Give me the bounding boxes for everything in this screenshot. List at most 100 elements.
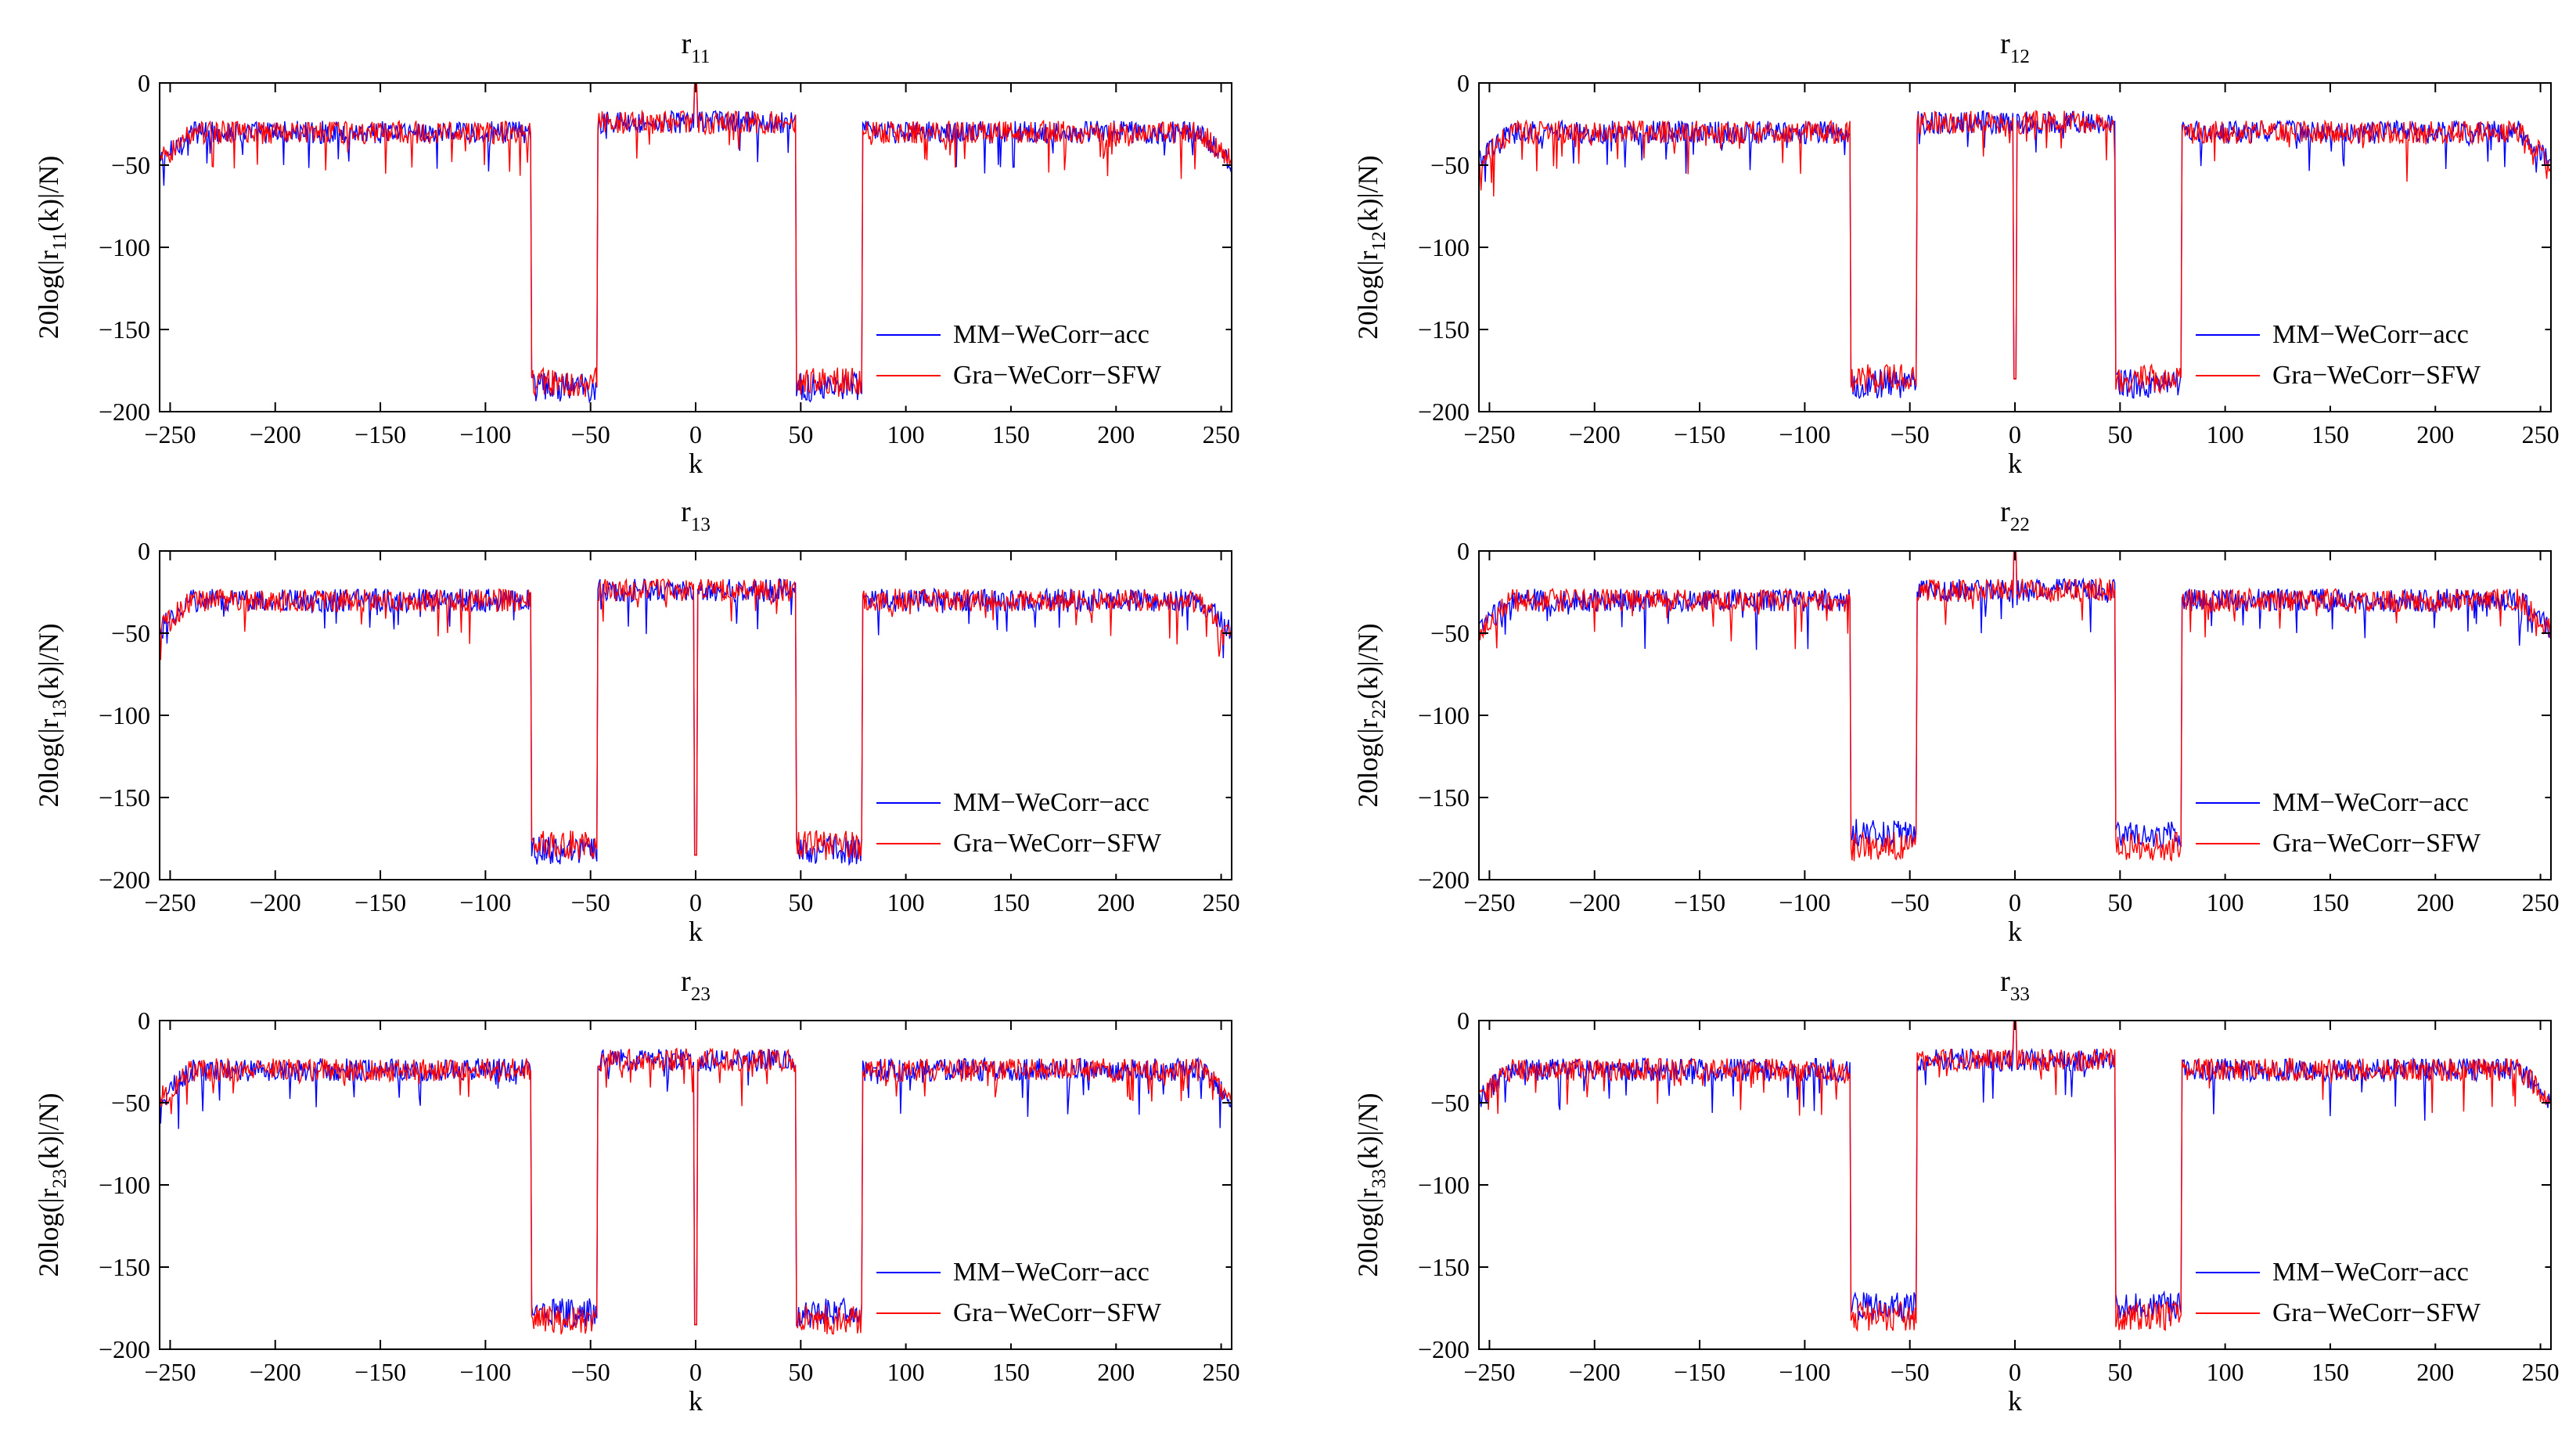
x-tick-label: 150 <box>992 420 1030 448</box>
x-tick-label: 100 <box>887 888 925 916</box>
y-label-subscript: 13 <box>49 699 70 718</box>
y-label-subscript: 12 <box>1369 231 1390 250</box>
x-tick-label: −150 <box>354 420 406 448</box>
x-tick-label: 0 <box>2009 420 2021 448</box>
x-tick-label: 250 <box>2522 420 2560 448</box>
x-tick-label: 250 <box>1203 888 1240 916</box>
legend-label: MM−WeCorr−acc <box>953 788 1149 817</box>
legend: MM−WeCorr−acc Gra−WeCorr−SFW <box>2184 782 2545 874</box>
subplot-r11: −250 −200 −150 −100 −50 0 50 100 150 200 2500−50−1… <box>33 27 1240 479</box>
x-tick-label: 0 <box>689 888 702 916</box>
x-tick-label: −200 <box>250 420 301 448</box>
legend-label: MM−WeCorr−acc <box>953 1258 1149 1287</box>
x-tick-label: −200 <box>1569 1358 1621 1386</box>
x-tick-label: −200 <box>250 888 301 916</box>
series-line-gra-wecorr-sfw <box>1479 110 2551 395</box>
x-tick-label: −200 <box>1569 888 1621 916</box>
y-axis-label: 20log(|r22(k)|/N) <box>1352 623 1390 807</box>
legend-label: MM−WeCorr−acc <box>2272 1258 2469 1287</box>
series-line-mm-wecorr-acc <box>1479 1021 2551 1322</box>
series-line-gra-wecorr-sfw <box>160 1047 1232 1335</box>
x-tick-label: −250 <box>144 420 196 448</box>
y-axis-label: 20log(|r23(k)|/N) <box>33 1093 70 1276</box>
subplot-r23: −250 −200 −150 −100 −50 0 50 100 150 200 2500−50−1… <box>33 965 1240 1417</box>
y-tick-label: −150 <box>99 783 150 812</box>
x-tick-label: −50 <box>571 1358 610 1386</box>
legend-label: Gra−WeCorr−SFW <box>953 829 1162 858</box>
title-base: r <box>2000 27 2010 60</box>
x-tick-label: −100 <box>459 888 511 916</box>
y-tick-label: −200 <box>99 398 150 426</box>
legend-label: MM−WeCorr−acc <box>953 320 1149 349</box>
y-label-post: (k)|/N) <box>1352 155 1383 231</box>
x-tick-label: −50 <box>1891 420 1930 448</box>
x-tick-label: −100 <box>1779 1358 1830 1386</box>
x-tick-label: 250 <box>2522 1358 2560 1386</box>
y-tick-label: −50 <box>1430 151 1470 179</box>
x-tick-label: 200 <box>1097 1358 1135 1386</box>
title-base: r <box>682 27 692 60</box>
x-tick-label: −50 <box>571 420 610 448</box>
x-tick-label: 250 <box>1203 1358 1240 1386</box>
y-label-pre: 20log(|r <box>33 1188 64 1276</box>
y-label-pre: 20log(|r <box>1352 718 1383 807</box>
y-tick-label: −50 <box>111 619 150 647</box>
x-axis-label: k <box>2008 448 2022 479</box>
title-subscript: 13 <box>691 514 711 535</box>
x-axis-label: k <box>689 916 703 947</box>
x-tick-label: −150 <box>354 888 406 916</box>
y-tick-label: −50 <box>1430 1089 1470 1117</box>
y-tick-label: −50 <box>111 1089 150 1117</box>
legend-label: Gra−WeCorr−SFW <box>953 1298 1162 1327</box>
y-tick-label: −150 <box>1418 1253 1470 1281</box>
x-tick-label: −250 <box>1463 1358 1515 1386</box>
y-tick-label: 0 <box>138 537 150 565</box>
y-label-subscript: 33 <box>1369 1168 1390 1188</box>
y-tick-label: −150 <box>1418 315 1470 344</box>
legend-box <box>2184 314 2545 406</box>
x-tick-label: 200 <box>2416 420 2454 448</box>
subplot-title: r33 <box>2000 965 2030 1005</box>
subplot-title: r22 <box>2000 495 2030 535</box>
x-tick-label: 50 <box>788 888 813 916</box>
x-tick-label: −100 <box>1779 888 1830 916</box>
x-tick-label: −200 <box>250 1358 301 1386</box>
y-axis-label: 20log(|r11(k)|/N) <box>33 156 70 339</box>
y-label-subscript: 23 <box>49 1168 70 1188</box>
legend: MM−WeCorr−acc Gra−WeCorr−SFW <box>2184 314 2545 406</box>
x-tick-label: 50 <box>788 420 813 448</box>
series-line-gra-wecorr-sfw <box>1479 551 2551 862</box>
x-tick-label: 150 <box>2312 420 2349 448</box>
series-line-gra-wecorr-sfw <box>1479 1021 2551 1333</box>
series-line-gra-wecorr-sfw <box>160 578 1232 860</box>
title-subscript: 11 <box>691 46 710 67</box>
legend: MM−WeCorr−acc Gra−WeCorr−SFW <box>865 314 1226 406</box>
x-tick-label: 200 <box>1097 420 1135 448</box>
x-tick-label: 200 <box>2416 888 2454 916</box>
subplot-title: r23 <box>681 965 711 1005</box>
x-tick-label: 0 <box>689 420 702 448</box>
x-tick-label: 250 <box>2522 888 2560 916</box>
y-tick-label: −100 <box>1418 233 1470 261</box>
legend-label: Gra−WeCorr−SFW <box>953 361 1162 390</box>
x-tick-label: 200 <box>2416 1358 2454 1386</box>
x-tick-label: 200 <box>1097 888 1135 916</box>
x-tick-label: −200 <box>1569 420 1621 448</box>
y-tick-label: −100 <box>99 1171 150 1199</box>
series-line-mm-wecorr-acc <box>1479 551 2551 849</box>
legend-box <box>865 314 1226 406</box>
x-tick-label: 0 <box>2009 888 2021 916</box>
x-tick-label: −250 <box>1463 420 1515 448</box>
x-tick-label: 150 <box>992 888 1030 916</box>
y-label-subscript: 11 <box>49 232 70 250</box>
x-tick-label: −50 <box>1891 888 1930 916</box>
title-subscript: 12 <box>2010 46 2030 67</box>
x-tick-label: 0 <box>689 1358 702 1386</box>
y-tick-label: −150 <box>99 315 150 344</box>
x-tick-label: 150 <box>2312 1358 2349 1386</box>
x-tick-label: −150 <box>354 1358 406 1386</box>
y-axis-label: 20log(|r12(k)|/N) <box>1352 155 1390 339</box>
y-tick-label: −100 <box>99 233 150 261</box>
subplot-title: r13 <box>681 495 711 535</box>
